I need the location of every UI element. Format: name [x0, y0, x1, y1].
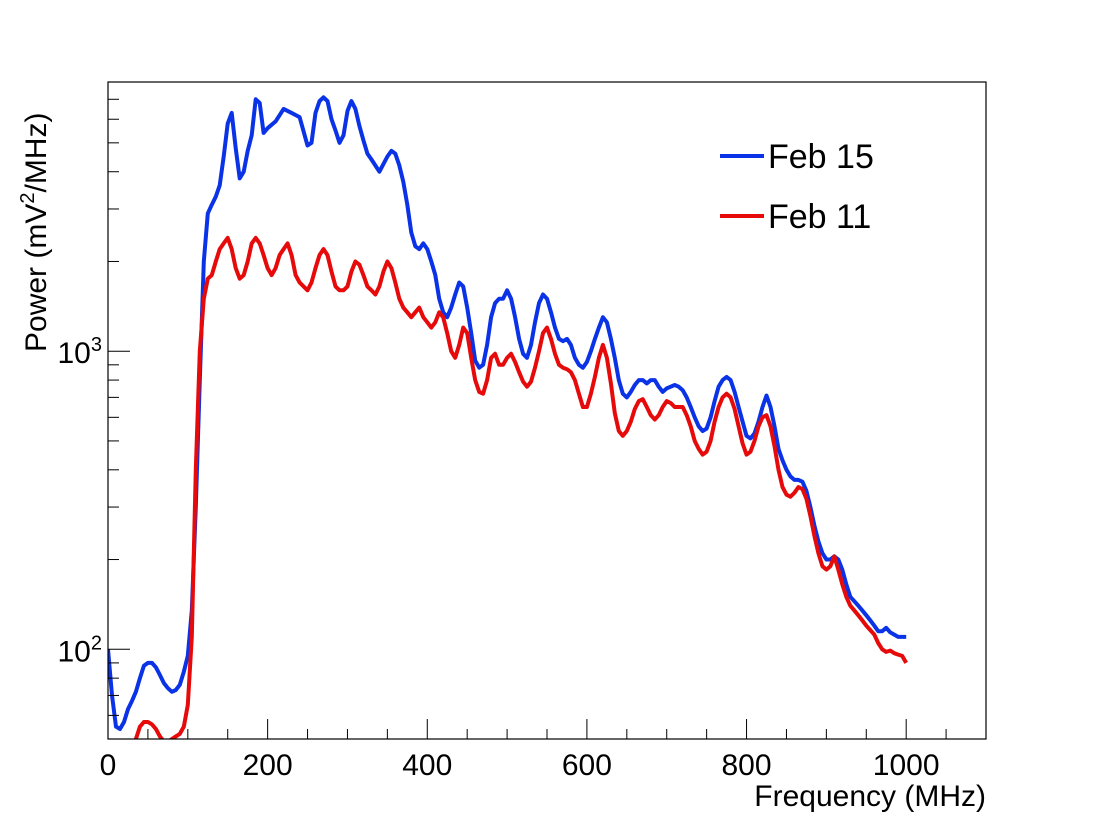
- legend-label-feb-15: Feb 15: [768, 138, 874, 176]
- x-tick-label: 600: [562, 749, 612, 782]
- y-tick-exponent: 2: [91, 632, 102, 654]
- x-tick-label: 800: [722, 749, 772, 782]
- series-layer: [108, 95, 908, 739]
- x-axis: 0 200 400 600 800 1000: [100, 719, 987, 782]
- x-tick-label: 1000: [873, 749, 940, 782]
- y-axis-title: Power (mV2/MHz): [17, 113, 53, 352]
- x-tick-label: 400: [402, 749, 452, 782]
- y-tick-exponent: 3: [91, 334, 102, 356]
- x-tick-label: 200: [243, 749, 293, 782]
- y-tick-label: 103: [58, 334, 103, 370]
- legend: Feb 15 Feb 11: [720, 138, 874, 236]
- y-tick-base: 10: [58, 635, 91, 668]
- x-tick-label: 0: [100, 749, 117, 782]
- x-axis-title: Frequency (MHz): [754, 780, 986, 813]
- legend-label-feb-11: Feb 11: [768, 198, 871, 236]
- plot-frame: [107, 81, 987, 740]
- y-axis-title-superscript: 2: [17, 193, 39, 204]
- y-tick-label: 102: [58, 632, 103, 668]
- y-tick-base: 10: [58, 337, 91, 370]
- y-axis-title-main: Power (mV: [20, 204, 53, 352]
- y-axis-title-unit: /MHz): [20, 113, 53, 193]
- series-line-feb-15: [108, 95, 907, 731]
- series-line-feb-11: [133, 235, 908, 739]
